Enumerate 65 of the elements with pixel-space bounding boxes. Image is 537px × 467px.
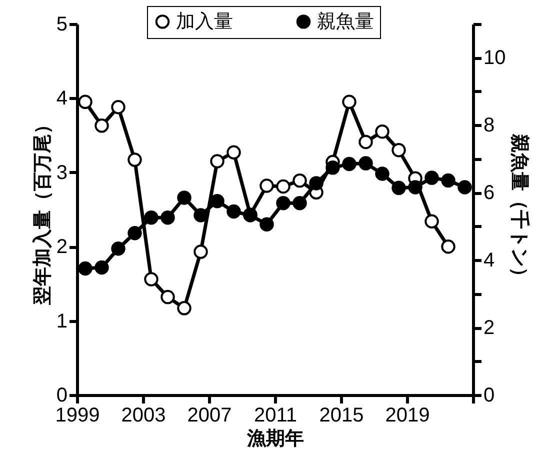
point (78, 94, 92, 110)
point (210, 154, 224, 168)
point (260, 217, 274, 232)
y-tick-label: 5 (56, 14, 68, 36)
y2-tick-label: 8 (484, 114, 495, 137)
point (342, 156, 356, 172)
point (94, 260, 109, 275)
point (375, 124, 390, 139)
point (326, 160, 340, 175)
y2-tick-label: 0 (484, 384, 495, 406)
y-axis-title: 翌年加入量（百万尾） (31, 115, 54, 306)
point (358, 156, 373, 170)
y-tick-label: 0 (56, 384, 68, 406)
x-tick-label: 2007 (187, 404, 232, 426)
point (424, 214, 439, 228)
y-tick-label: 1 (56, 310, 68, 332)
point (177, 190, 192, 205)
y-tick-label: 2 (56, 236, 68, 258)
y2-axis-title: 親魚量（千トン） (508, 133, 531, 286)
point (375, 166, 390, 181)
point (260, 178, 274, 193)
x-tick-label: 1999 (55, 404, 100, 426)
x-tick-label: 2003 (121, 404, 166, 426)
legend-label: 加入量 (176, 12, 233, 33)
y2-tick-label: 4 (484, 250, 495, 272)
point (292, 196, 307, 210)
point (78, 261, 92, 276)
point (226, 145, 241, 160)
y-tick-label: 3 (56, 162, 68, 184)
point (210, 194, 224, 208)
point (194, 208, 208, 222)
point (160, 290, 175, 304)
y2-tick-label: 6 (484, 182, 495, 204)
y2-tick-label: 10 (484, 47, 506, 70)
x-tick-label: 2019 (385, 404, 430, 426)
point (392, 143, 406, 158)
x-axis-title: 漁期年 (246, 428, 304, 450)
x-tick-label: 2011 (254, 404, 298, 426)
x-tick-label: 2015 (319, 404, 364, 426)
point (441, 239, 456, 254)
y-tick-label: 4 (56, 88, 68, 110)
point (276, 179, 290, 194)
point (226, 204, 241, 219)
point (276, 196, 290, 210)
point (392, 180, 406, 196)
point (194, 244, 208, 259)
point (408, 180, 422, 194)
point (128, 226, 142, 240)
point (160, 210, 175, 225)
point (144, 272, 158, 286)
point (292, 173, 307, 188)
point (111, 242, 126, 256)
point (144, 210, 158, 225)
legend-label: 親魚量 (317, 12, 374, 33)
point (309, 176, 324, 190)
point (358, 134, 373, 150)
point (441, 173, 456, 188)
point (177, 301, 192, 316)
y2-tick-label: 2 (484, 317, 495, 340)
point (111, 100, 126, 114)
point (458, 180, 472, 194)
point (424, 170, 439, 185)
point (128, 152, 142, 167)
point (94, 118, 109, 133)
point (342, 94, 356, 110)
